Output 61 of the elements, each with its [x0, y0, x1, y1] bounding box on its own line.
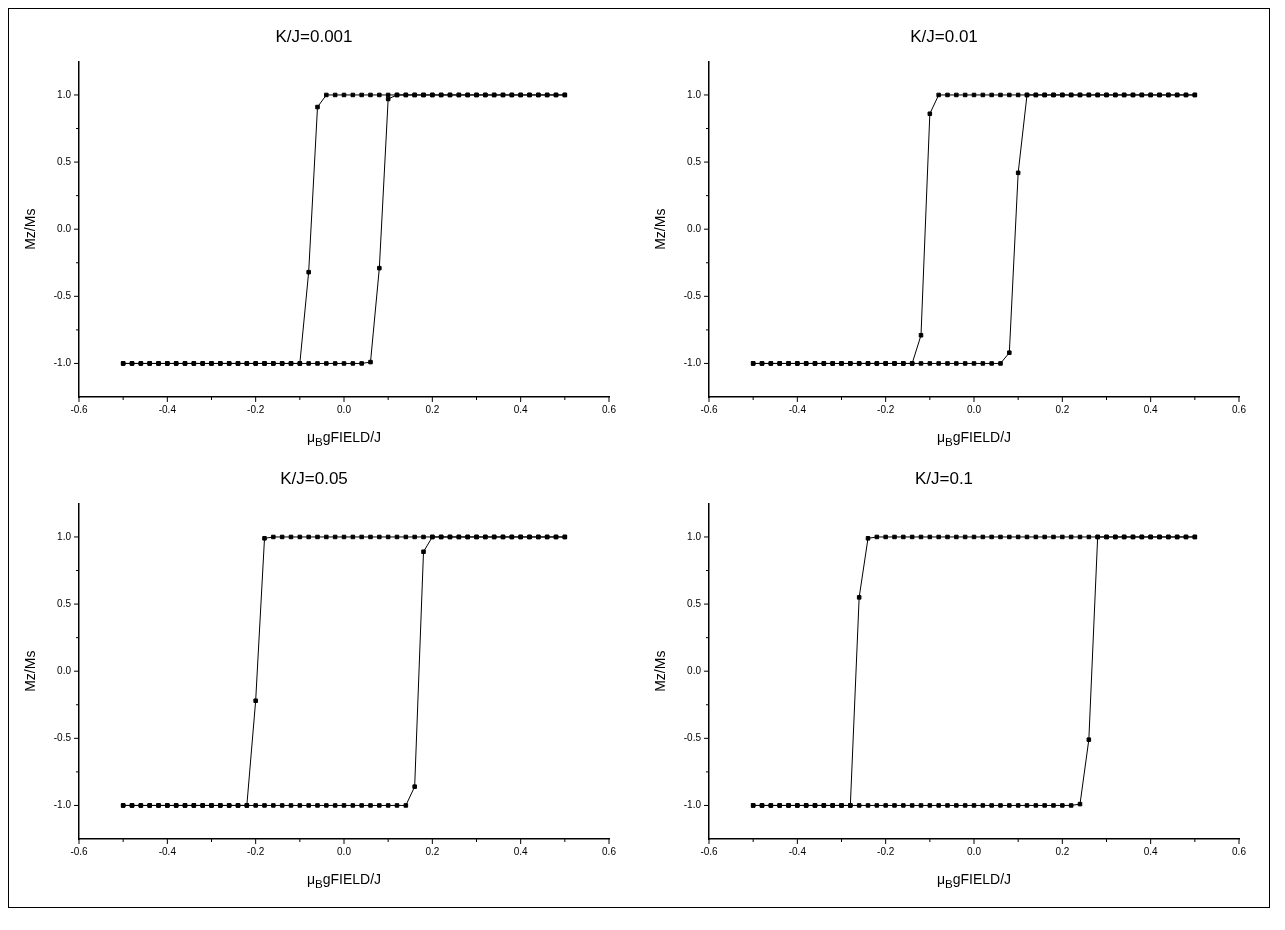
- x-tick-label: 0.6: [1232, 845, 1247, 857]
- y-tick-label: 0.0: [57, 664, 72, 676]
- chart-title: K/J=0.001: [275, 26, 353, 46]
- y-tick-label: 0.5: [57, 155, 72, 167]
- y-axis-title: Mz/Ms: [22, 650, 39, 692]
- y-tick-label: -0.5: [683, 732, 702, 744]
- x-tick-label: 0.4: [513, 845, 529, 857]
- x-tick-label: -0.4: [158, 845, 177, 857]
- y-tick-label: 0.5: [687, 155, 702, 167]
- y-tick-label: 0.0: [687, 222, 702, 234]
- x-tick-label: -0.6: [70, 403, 89, 415]
- figure-frame: Mz/Ms K/J=0.001 -0.6 -0.4 -0.2 0.0 0.2 0.4 0.6 -1.0 -0.5 0.0 0.5 1.0 μ$_{B}$gFIELD/J Mz/Ms K/J=0.01 -0.6 -0.4 -0.2 0.0 0.2 0.4 0.6 -1.0 -0.5 0.0 0.5 1.0 μ$_{B}$gFIELD/J Mz/Ms K/J=0.05 -0.6 -0.4 -0.2 0.0 0.2 0.4 0.6 -1.0 -0.5 0.0 0.5 1.0 μ$_{B}$gFIELD/J Mz/Ms K/J=0.1 -0.6 -0.4 -0.2 0.0 0.2 0.4 0.6 -1.0 -0.5 0.0 0.5 1.0 μ$_{B}$gFIELD/J: [8, 8, 1270, 908]
- x-tick-label: -0.6: [700, 845, 719, 857]
- y-tick-label: 0.0: [57, 222, 72, 234]
- x-tick-label: -0.2: [247, 403, 265, 415]
- y-tick-label: 1.0: [687, 88, 702, 100]
- x-tick-label: 0.4: [1143, 845, 1159, 857]
- x-tick-label: 0.2: [1055, 845, 1070, 857]
- y-tick-label: -1.0: [53, 799, 72, 811]
- y-tick-label: 1.0: [687, 530, 702, 542]
- y-tick-label: -1.0: [53, 357, 72, 369]
- y-tick-label: 0.5: [687, 597, 702, 609]
- y-axis-title: Mz/Ms: [652, 208, 669, 250]
- y-tick-label: -0.5: [683, 290, 702, 302]
- x-axis-title: μ$_{B}$gFIELD/J: [305, 871, 383, 890]
- x-tick-label: 0.6: [602, 845, 617, 857]
- x-tick-label: -0.6: [70, 845, 89, 857]
- x-tick-label: -0.4: [788, 845, 807, 857]
- x-tick-label: 0.0: [337, 845, 352, 857]
- chart-title: K/J=0.05: [280, 468, 348, 488]
- y-tick-label: -0.5: [53, 290, 72, 302]
- chart-title: K/J=0.1: [914, 468, 974, 488]
- x-tick-label: 0.6: [602, 403, 617, 415]
- x-tick-label: 0.6: [1232, 403, 1247, 415]
- x-tick-label: -0.2: [877, 845, 895, 857]
- y-tick-label: -1.0: [683, 799, 702, 811]
- x-axis-title: μ$_{B}$gFIELD/J: [935, 429, 1013, 448]
- x-tick-label: 0.4: [513, 403, 529, 415]
- x-tick-label: 0.2: [425, 845, 440, 857]
- y-tick-label: -1.0: [683, 357, 702, 369]
- x-axis-title: μ$_{B}$gFIELD/J: [935, 871, 1013, 890]
- x-tick-label: -0.2: [877, 403, 895, 415]
- y-tick-label: 1.0: [57, 88, 72, 100]
- y-axis-title: Mz/Ms: [22, 208, 39, 250]
- x-tick-label: -0.4: [158, 403, 177, 415]
- x-tick-label: 0.0: [967, 403, 982, 415]
- x-tick-label: 0.4: [1143, 403, 1159, 415]
- x-tick-label: 0.0: [337, 403, 352, 415]
- chart-title: K/J=0.01: [910, 26, 978, 46]
- y-axis-title: Mz/Ms: [652, 650, 669, 692]
- y-tick-label: 0.0: [687, 664, 702, 676]
- y-tick-label: 1.0: [57, 530, 72, 542]
- x-tick-label: -0.6: [700, 403, 719, 415]
- x-tick-label: 0.2: [425, 403, 440, 415]
- x-tick-label: 0.0: [967, 845, 982, 857]
- x-axis-title: μ$_{B}$gFIELD/J: [305, 429, 383, 448]
- x-tick-label: -0.4: [788, 403, 807, 415]
- y-tick-label: -0.5: [53, 732, 72, 744]
- x-tick-label: -0.2: [247, 845, 265, 857]
- x-tick-label: 0.2: [1055, 403, 1070, 415]
- y-tick-label: 0.5: [57, 597, 72, 609]
